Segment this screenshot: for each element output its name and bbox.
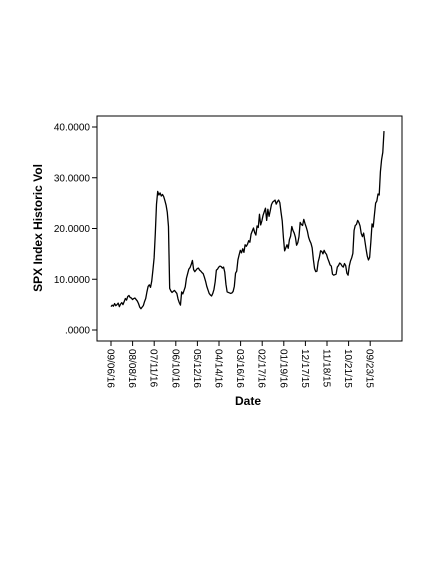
x-tick-label: 10/21/15	[342, 349, 353, 388]
y-tick-label: 30.0000	[54, 173, 91, 184]
x-tick-label: 04/14/16	[213, 349, 224, 388]
y-tick-label: 40.0000	[54, 123, 91, 134]
x-tick-label: 09/23/15	[364, 349, 375, 388]
x-tick-label: 06/10/16	[169, 349, 180, 388]
x-tick-label: 12/17/15	[299, 349, 310, 388]
x-tick-label: 07/11/16	[148, 349, 159, 388]
x-axis-ticks: 09/06/16 08/08/16 07/11/16 06/10/16 05/12/16…	[105, 341, 375, 388]
x-tick-label: 01/19/16	[277, 349, 288, 388]
x-tick-label: 09/06/16	[105, 349, 116, 388]
plot-area	[96, 115, 403, 342]
y-tick-label: 20.0000	[54, 224, 91, 235]
series-line-spx-historic-vol	[110, 131, 385, 310]
x-tick-label: 08/08/16	[126, 349, 137, 388]
x-tick-label: 05/12/16	[191, 349, 202, 388]
x-axis-title: Date	[235, 394, 261, 408]
x-tick-label: 11/18/15	[321, 349, 332, 388]
x-tick-label: 02/17/16	[256, 349, 267, 388]
y-axis-ticks: .0000 10.0000 20.0000 30.0000 40.0000	[54, 123, 97, 337]
x-tick-label: 03/16/16	[234, 349, 245, 388]
y-tick-label: .0000	[65, 326, 90, 337]
y-axis-title: SPX Index Historic Vol	[31, 164, 45, 292]
y-tick-label: 10.0000	[54, 275, 91, 286]
